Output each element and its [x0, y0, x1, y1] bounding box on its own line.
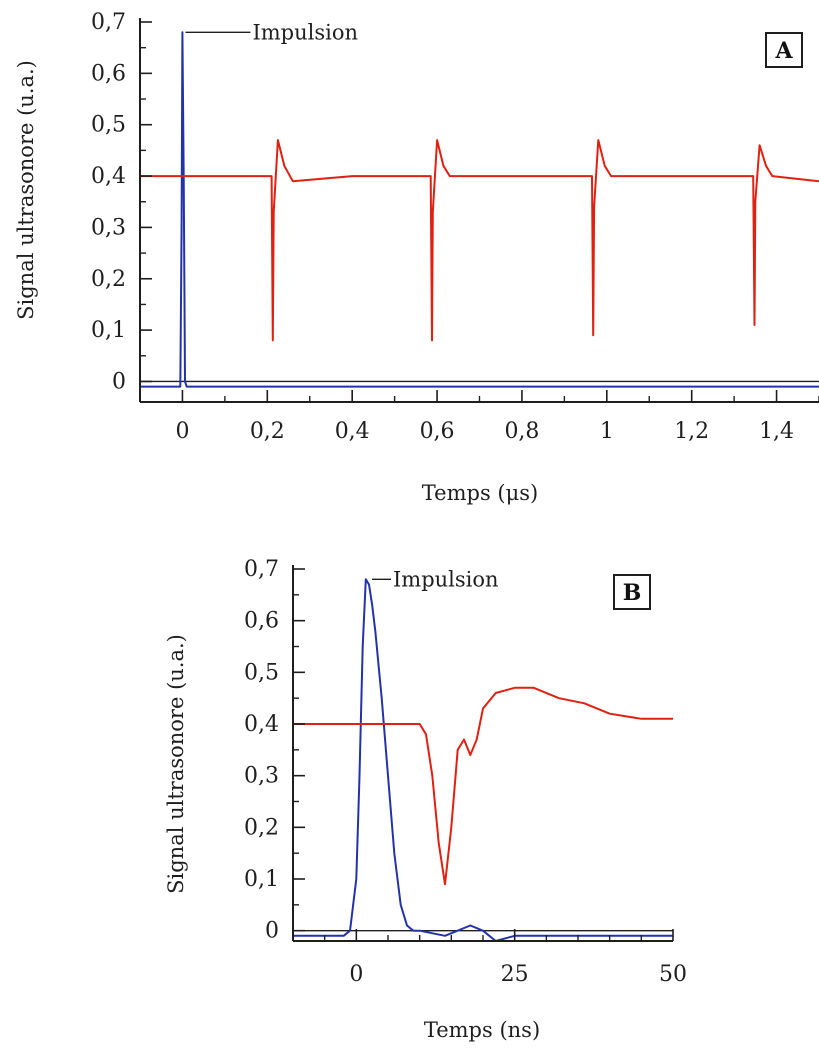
- x-tick-label: 25: [501, 962, 529, 987]
- panel-label-box: [765, 32, 803, 68]
- y-tick-label: 0,7: [91, 10, 126, 35]
- series-line-2: [140, 139, 819, 342]
- y-tick-label: 0,5: [91, 113, 126, 138]
- panel-label: B: [623, 580, 642, 606]
- panel-label-box: [613, 574, 651, 610]
- y-tick-label: 0,7: [244, 557, 279, 582]
- x-tick-label: 1: [600, 419, 614, 444]
- y-axis-title: Signal ultrasonore (u.a.): [164, 634, 188, 894]
- y-tick-label: 0,3: [91, 215, 126, 240]
- y-tick-label: 0,4: [91, 164, 126, 189]
- x-axis-title: Temps (ns): [424, 1018, 540, 1042]
- y-tick-label: 0,6: [244, 609, 279, 634]
- series-line-1: [293, 578, 673, 941]
- panel-label: A: [774, 38, 793, 64]
- y-axis-title: Signal ultrasonore (u.a.): [14, 60, 38, 320]
- x-tick-label: 0,2: [250, 419, 285, 444]
- x-tick-label: 0,6: [420, 419, 455, 444]
- annotation-label: Impulsion: [252, 20, 358, 44]
- y-tick-label: 0,2: [244, 815, 279, 840]
- y-tick-label: 0,6: [91, 61, 126, 86]
- y-tick-label: 0,3: [244, 764, 279, 789]
- y-tick-label: 0: [112, 369, 126, 394]
- x-tick-label: 1,4: [759, 419, 794, 444]
- y-tick-label: 0,1: [244, 867, 279, 892]
- annotation-label: Impulsion: [393, 567, 499, 591]
- x-tick-label: 0: [349, 962, 363, 987]
- chart-panel-b: 0 0,1 0,2 0,3 0,4 0,5 0,6 0,7 0 25 50 Signal ultras…: [164, 557, 687, 1042]
- y-tick-label: 0,4: [244, 712, 279, 737]
- x-tick-label: 1,2: [674, 419, 709, 444]
- y-tick-label: 0: [265, 919, 279, 944]
- series-line-2: [293, 686, 673, 886]
- x-tick-label: 50: [659, 962, 687, 987]
- x-tick-label: 0: [175, 419, 189, 444]
- y-tick-label: 0,5: [244, 660, 279, 685]
- x-axis-title: Temps (μs): [422, 481, 538, 505]
- y-tick-label: 0,1: [91, 318, 126, 343]
- series-line-1: [140, 31, 819, 388]
- y-tick-label: 0,2: [91, 267, 126, 292]
- x-tick-label: 0,8: [504, 419, 539, 444]
- chart-panel-a: 0 0,1 0,2 0,3 0,4 0,5 0,6 0,7 0 0,2 0,4 0,6 0,8 1 1,2 1…: [14, 10, 819, 505]
- x-tick-label: 0,4: [335, 419, 370, 444]
